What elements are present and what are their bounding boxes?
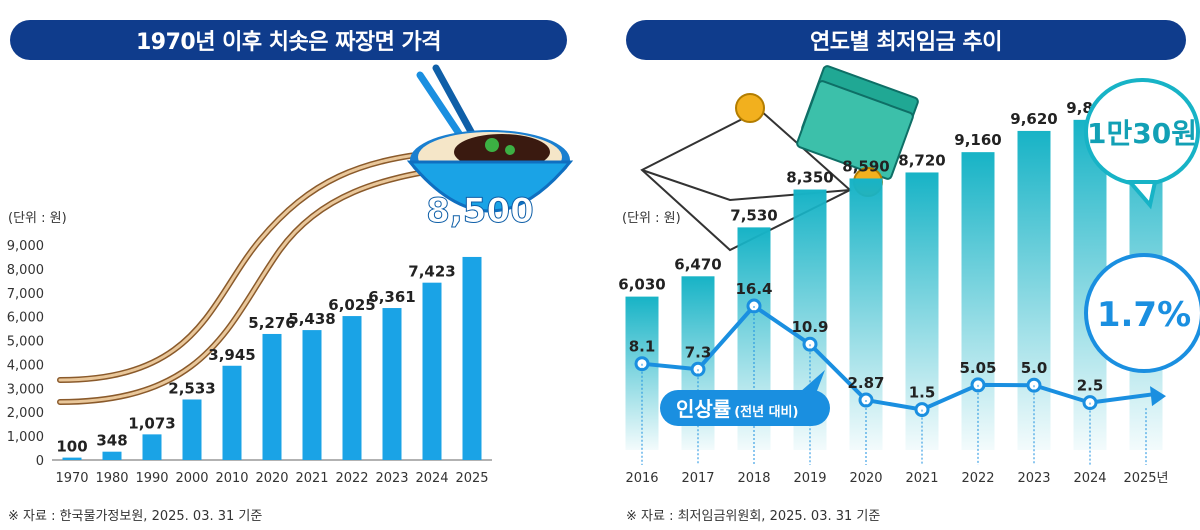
price-bar: [422, 282, 442, 460]
x-tick-label: 1990: [135, 471, 168, 486]
wage-value-label: 9,620: [1010, 110, 1057, 128]
y-tick-label: 9,000: [7, 239, 44, 254]
x-tick-label: 2010: [215, 471, 248, 486]
bar-value-label: 6,025: [328, 296, 375, 314]
price-bar: [102, 451, 122, 460]
bar-value-label: 5,276: [248, 314, 295, 332]
bar-value-label: 1,073: [128, 414, 175, 432]
left-source-note: ※ 자료 : 한국물가정보원, 2025. 03. 31 기준: [8, 509, 263, 524]
rate-label-pill: 인상률 (전년 대비): [660, 370, 830, 426]
jajangmyeon-bowl-icon: [406, 64, 574, 213]
jajangmyeon-price-panel: 1970년 이후 치솟은 짜장면 가격 0 1,000 2,000 3,000 4,00…: [0, 0, 580, 530]
noodle-strand-icon: [58, 166, 452, 404]
left-chart-title: 1970년 이후 치솟은 짜장면 가격: [10, 20, 567, 60]
x-tick-label: 2016: [625, 471, 658, 486]
x-tick-label: 2022: [335, 471, 368, 486]
x-tick-label: 2023: [1017, 471, 1050, 486]
minimum-wage-chart: 6,030 6,470 7,530 8,350 8,590 8,720 9,160 9,620…: [618, 65, 1200, 486]
svg-text:인상률(전년 대비): 인상률 (전년 대비): [676, 397, 798, 421]
rate-value-label: 10.9: [791, 318, 828, 336]
left-unit-label: (단위 : 원): [8, 211, 67, 226]
rate-value-label: 7.3: [685, 343, 712, 361]
wage-2025-callout: 1만30원: [1084, 78, 1200, 210]
wage-2025-callout-text: 1만30원: [1087, 117, 1197, 150]
right-chart-title: 연도별 최저임금 추이: [626, 20, 1186, 60]
wage-value-label: 8,590: [842, 157, 889, 175]
y-tick-label: 7,000: [7, 287, 44, 302]
price-bar: [302, 330, 322, 460]
x-tick-label: 2021: [295, 471, 328, 486]
rate-value-label: 1.5: [909, 384, 936, 402]
x-tick-label: 2019: [793, 471, 826, 486]
wage-bar: [961, 152, 995, 450]
x-tick-label: 2023: [375, 471, 408, 486]
bar-value-label: 6,361: [368, 288, 415, 306]
wage-value-label: 9,160: [954, 131, 1001, 149]
y-tick-label: 8,000: [7, 263, 44, 278]
x-tick-label: 2021: [905, 471, 938, 486]
rate-line: [641, 304, 1155, 412]
rate-value-label: 2.87: [847, 374, 884, 392]
y-tick-label: 1,000: [7, 430, 44, 445]
bar-value-label: 3,945: [208, 346, 255, 364]
price-bar: [182, 399, 202, 460]
x-tick-label: 2020: [255, 471, 288, 486]
bar-value-label: 100: [56, 438, 87, 456]
rate-value-label: 8.1: [629, 338, 656, 356]
bar-value-label: 2,533: [168, 379, 215, 397]
wage-bar: [1017, 130, 1051, 450]
jajangmyeon-price-chart: 0 1,000 2,000 3,000 4,000 5,000 6,000 7,000 8,00…: [7, 64, 574, 486]
right-source-note: ※ 자료 : 최저임금위원회, 2025. 03. 31 기준: [626, 509, 881, 524]
right-unit-label: (단위 : 원): [622, 211, 681, 226]
bar-value-label: 348: [96, 432, 127, 450]
wage-value-label: 8,350: [786, 169, 833, 187]
rate-2025-callout: 1.7%: [1084, 253, 1200, 373]
rate-2025-callout-text: 1.7%: [1097, 295, 1191, 335]
price-bar: [462, 256, 482, 460]
x-tick-label: 2025: [455, 471, 488, 486]
price-bar: [62, 457, 82, 460]
x-tick-label: 2024: [1073, 471, 1106, 486]
rate-label-sub: (전년 대비): [734, 404, 798, 420]
minimum-wage-panel: 연도별 최저임금 추이 6,030 6,470 7,530 8,350 8,590 8,7…: [610, 0, 1200, 530]
y-tick-label: 6,000: [7, 311, 44, 326]
y-tick-label: 0: [36, 454, 44, 469]
bar-value-label: 5,438: [288, 310, 335, 328]
wage-value-label: 8,720: [898, 151, 945, 169]
price-bar: [262, 333, 282, 460]
y-tick-label: 4,000: [7, 358, 44, 373]
rate-value-label: 5.05: [959, 359, 996, 377]
rate-value-label: 5.0: [1021, 359, 1048, 377]
price-bar: [222, 365, 242, 460]
x-tick-label: 2025년: [1123, 471, 1168, 486]
wage-value-label: 6,470: [674, 255, 721, 273]
x-tick-label: 2024: [415, 471, 448, 486]
y-tick-label: 5,000: [7, 335, 44, 350]
rate-value-label: 2.5: [1077, 377, 1104, 395]
wage-value-label: 7,530: [730, 206, 777, 224]
rate-arrow-icon: [1150, 386, 1166, 407]
x-tick-label: 2022: [961, 471, 994, 486]
highlight-price-label: 8,500: [426, 191, 534, 231]
rate-label: 인상률: [676, 397, 731, 421]
wage-value-label: 6,030: [618, 276, 665, 294]
noodle-strand-icon: [58, 150, 442, 382]
y-tick-label: 3,000: [7, 382, 44, 397]
x-tick-label: 1980: [95, 471, 128, 486]
bar-value-label: 7,423: [408, 263, 455, 281]
rate-value-label: 16.4: [735, 280, 772, 298]
x-tick-label: 2000: [175, 471, 208, 486]
x-tick-label: 2017: [681, 471, 714, 486]
y-tick-label: 2,000: [7, 406, 44, 421]
x-tick-label: 2018: [737, 471, 770, 486]
x-tick-label: 2020: [849, 471, 882, 486]
price-bar: [382, 308, 402, 460]
price-bar: [342, 316, 362, 460]
x-tick-label: 1970: [55, 471, 88, 486]
price-bar: [142, 434, 162, 460]
